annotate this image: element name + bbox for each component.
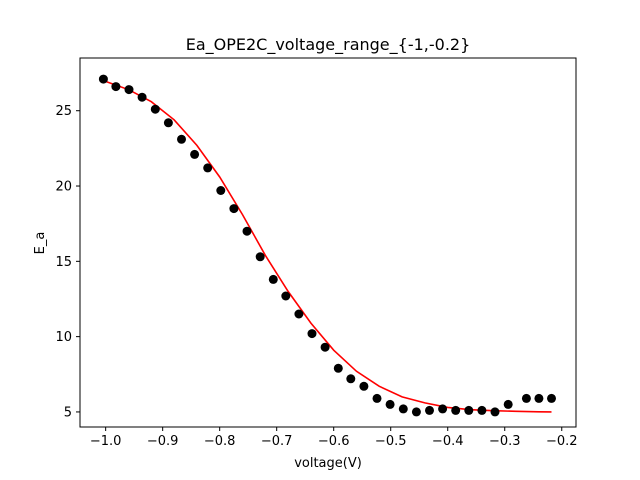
data-point xyxy=(111,82,121,92)
x-tick-label: −0.7 xyxy=(261,434,293,449)
data-point xyxy=(451,405,461,415)
y-tick-label: 20 xyxy=(55,180,72,195)
y-tick-label: 25 xyxy=(55,104,72,119)
x-tick-label: −0.2 xyxy=(546,434,578,449)
data-point xyxy=(346,374,356,384)
y-axis-label: E_a xyxy=(33,232,48,255)
plot-area xyxy=(98,74,556,417)
x-tick-label: −0.4 xyxy=(432,434,464,449)
data-point xyxy=(281,291,291,301)
data-point xyxy=(229,204,239,214)
chart-title: Ea_OPE2C_voltage_range_{-1,-0.2} xyxy=(186,35,471,55)
data-point xyxy=(98,74,108,84)
data-point xyxy=(385,399,395,409)
data-point xyxy=(398,404,408,414)
y-tick-label: 5 xyxy=(64,405,72,420)
data-point xyxy=(216,186,226,195)
x-axis-label: voltage(V) xyxy=(294,456,362,471)
data-point xyxy=(242,226,252,236)
x-tick-label: −0.3 xyxy=(489,434,521,449)
data-point xyxy=(163,118,173,128)
data-point xyxy=(411,407,421,417)
x-tick-label: −0.5 xyxy=(375,434,407,449)
data-point xyxy=(503,399,513,409)
data-point xyxy=(150,104,160,114)
x-tick-label: −0.8 xyxy=(204,434,236,449)
x-tick-label: −0.9 xyxy=(147,434,179,449)
x-axis: −1.0 −0.9 −0.8 −0.7 −0.6 −0.5 −0.4 −0.3 −0.2 xyxy=(90,427,578,449)
y-axis: 5 10 15 20 25 xyxy=(55,104,80,420)
x-tick-label: −1.0 xyxy=(90,434,122,449)
data-point xyxy=(177,134,186,144)
data-point xyxy=(438,404,448,414)
data-point xyxy=(320,342,330,352)
y-tick-label: 15 xyxy=(55,255,72,270)
fit-line xyxy=(103,79,552,413)
data-point xyxy=(490,407,500,417)
data-point xyxy=(124,85,134,95)
data-point xyxy=(359,381,369,391)
data-point xyxy=(268,274,278,284)
data-point xyxy=(547,393,556,403)
data-point xyxy=(534,393,544,403)
x-tick-label: −0.6 xyxy=(318,434,350,449)
data-point xyxy=(333,363,343,373)
data-point xyxy=(425,405,434,415)
data-point xyxy=(255,252,265,262)
data-point xyxy=(477,405,487,415)
data-point xyxy=(190,149,200,159)
data-point xyxy=(372,393,382,403)
data-point xyxy=(137,92,147,102)
data-point xyxy=(203,163,213,173)
data-point xyxy=(294,309,304,319)
data-point xyxy=(521,393,531,403)
axes-frame xyxy=(79,57,577,428)
data-point xyxy=(307,329,317,339)
y-tick-label: 10 xyxy=(55,330,72,345)
data-point xyxy=(464,405,474,415)
